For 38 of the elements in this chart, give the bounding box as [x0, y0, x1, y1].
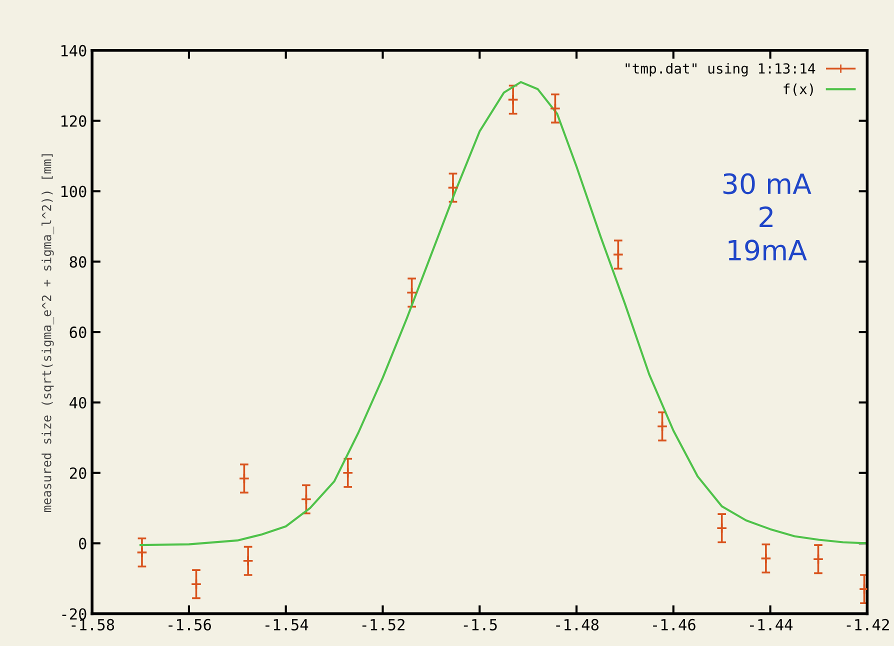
point [447, 182, 459, 194]
x-tick-label: -1.44 [750, 619, 793, 630]
legend-label: "tmp.dat" using 1:13:14 [626, 62, 816, 76]
point [507, 94, 519, 106]
point [242, 555, 254, 566]
point [760, 552, 772, 564]
y-tick-label: 20 [70, 467, 86, 479]
x-tick-label: -1.48 [556, 618, 599, 630]
x-tick-label: -1.54 [266, 619, 308, 630]
point [238, 472, 250, 484]
line-series [139, 81, 868, 546]
y-tick-label: 140 [61, 44, 86, 56]
annotation: 30 mA 2 19mA [723, 173, 812, 261]
point [300, 494, 312, 505]
y-tick-label: -20 [62, 608, 86, 620]
y-tick-label: 100 [61, 186, 86, 198]
x-tick-label: -1.56 [168, 618, 211, 630]
point [342, 467, 354, 478]
x-tick-label: -1.46 [653, 618, 696, 630]
x-tick-label: -1.5 [464, 619, 497, 630]
point [812, 554, 824, 565]
point [190, 578, 202, 590]
y-tick-label: 0 [79, 538, 86, 550]
point [656, 420, 668, 432]
point [406, 287, 418, 298]
point [550, 102, 561, 114]
x-tick-label: -1.42 [846, 618, 889, 630]
y-tick-label: 120 [61, 115, 86, 127]
x-tick-label: -1.58 [72, 618, 114, 630]
point [136, 546, 148, 558]
point [716, 522, 728, 534]
x-tick-label: -1.52 [362, 618, 404, 630]
y-tick-label: 60 [70, 326, 86, 338]
y-tick-label: 80 [70, 256, 86, 268]
y-tick-label: 40 [70, 396, 86, 409]
point [612, 249, 624, 260]
legend-label: f(x) [784, 84, 813, 96]
y-axis-title: measured size (sqrt(sigma_e^2 + sigma_l^2)) [mm] [42, 154, 54, 512]
